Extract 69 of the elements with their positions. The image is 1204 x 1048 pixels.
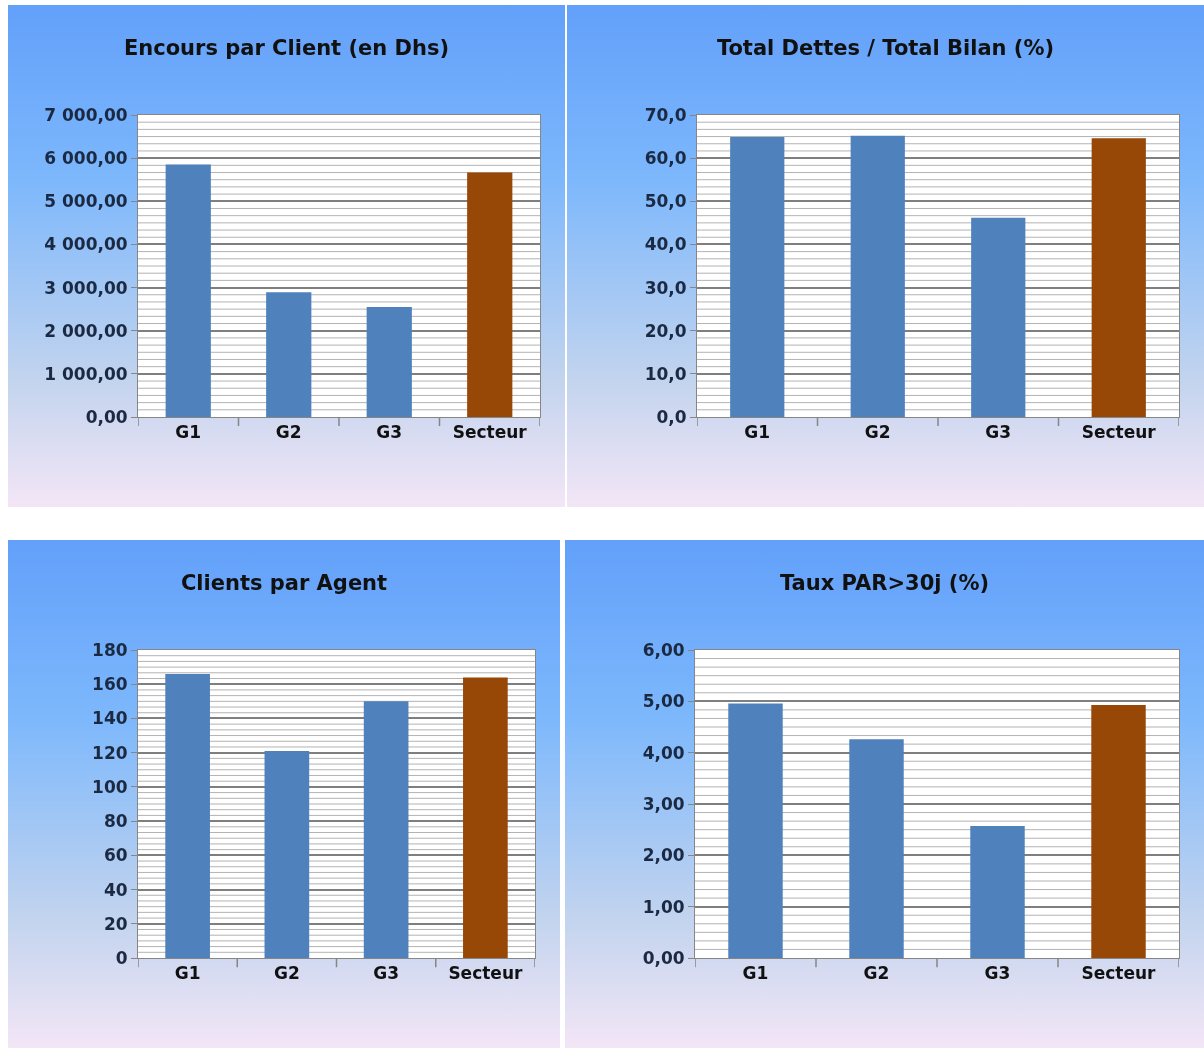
bar (730, 137, 785, 417)
bar (165, 673, 210, 958)
y-tick-label: 40,0 (644, 234, 687, 255)
y-tick-label: 180 (92, 639, 128, 660)
y-tick-label: 2 000,00 (44, 320, 128, 341)
chart-title: Encours par Client (en Dhs) (123, 35, 450, 60)
y-tick-label: 3 000,00 (44, 277, 128, 298)
y-tick-label: 0,0 (656, 406, 687, 427)
bar (467, 172, 513, 417)
y-tick-label: 20,0 (644, 320, 687, 341)
y-tick-label: 1,00 (642, 896, 685, 917)
chart-title: Taux PAR>30j (%) (779, 571, 990, 596)
y-tick-label: 20 (103, 913, 128, 934)
y-tick-label: 60 (103, 845, 128, 866)
x-tick-label: G2 (863, 963, 890, 984)
bar (849, 739, 904, 958)
y-tick-label: 80 (103, 811, 128, 832)
y-tick-label: 4,00 (642, 742, 685, 763)
x-tick-label: G1 (175, 422, 202, 443)
x-tick-label: Secteur (452, 422, 528, 443)
y-tick-label: 10,0 (644, 363, 687, 384)
bar (463, 677, 508, 958)
chart-title: Total Dettes / Total Bilan (%) (716, 35, 1055, 60)
x-tick-label: G3 (984, 963, 1011, 984)
bar (1091, 138, 1146, 417)
bar (1091, 704, 1146, 958)
x-tick-label: G3 (373, 963, 400, 984)
x-tick-label: G3 (376, 422, 403, 443)
y-tick-label: 5,00 (642, 691, 685, 712)
y-tick-label: 70,0 (644, 104, 687, 125)
y-tick-label: 40 (103, 879, 128, 900)
y-tick-label: 0,00 (642, 947, 685, 968)
x-tick-label: Secteur (1081, 422, 1157, 443)
y-tick-label: 1 000,00 (44, 363, 128, 384)
x-tick-label: Secteur (1081, 963, 1157, 984)
y-tick-label: 100 (92, 776, 128, 797)
y-tick-label: 0 (115, 947, 128, 968)
y-tick-label: 6,00 (642, 639, 685, 660)
y-tick-label: 4 000,00 (44, 234, 128, 255)
bar (165, 164, 211, 417)
bar (970, 826, 1025, 958)
y-tick-label: 160 (92, 674, 128, 695)
y-tick-label: 5 000,00 (44, 191, 128, 212)
y-tick-label: 50,0 (644, 191, 687, 212)
y-tick-label: 60,0 (644, 148, 687, 169)
bar (264, 750, 310, 958)
bar (363, 701, 409, 958)
chart-title: Clients par Agent (180, 571, 388, 596)
bar (971, 217, 1026, 417)
x-tick-label: G2 (275, 422, 302, 443)
x-tick-label: G3 (985, 422, 1012, 443)
x-tick-label: G2 (273, 963, 300, 984)
y-tick-label: 30,0 (644, 277, 687, 298)
y-tick-label: 7 000,00 (44, 104, 128, 125)
y-tick-label: 6 000,00 (44, 148, 128, 169)
x-tick-label: G1 (744, 422, 771, 443)
bar (266, 292, 312, 417)
y-tick-label: 0,00 (85, 406, 128, 427)
y-tick-label: 3,00 (642, 793, 685, 814)
bar (728, 703, 783, 958)
x-tick-label: G1 (174, 963, 201, 984)
x-tick-label: Secteur (448, 963, 523, 984)
x-tick-label: G2 (864, 422, 891, 443)
y-tick-label: 2,00 (642, 845, 685, 866)
x-tick-label: G1 (742, 963, 769, 984)
bar (366, 306, 412, 417)
bar (850, 135, 905, 417)
y-tick-label: 140 (92, 708, 128, 729)
y-tick-label: 120 (92, 742, 128, 763)
